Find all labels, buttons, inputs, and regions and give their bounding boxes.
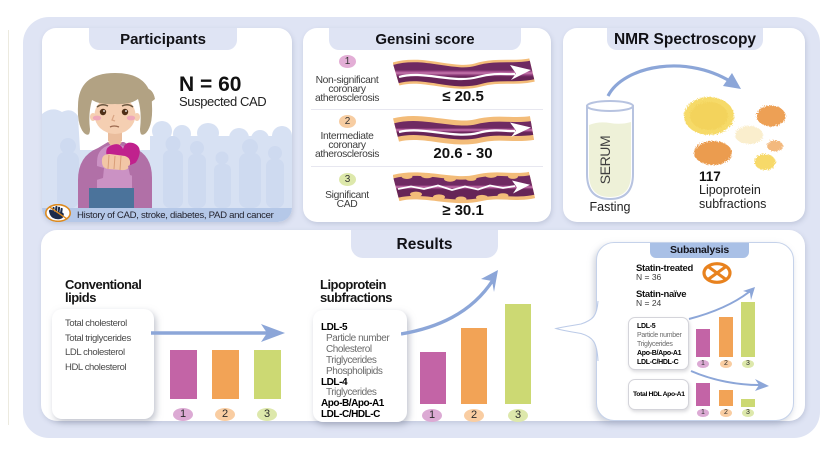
svg-text:SERUM: SERUM	[597, 136, 613, 185]
